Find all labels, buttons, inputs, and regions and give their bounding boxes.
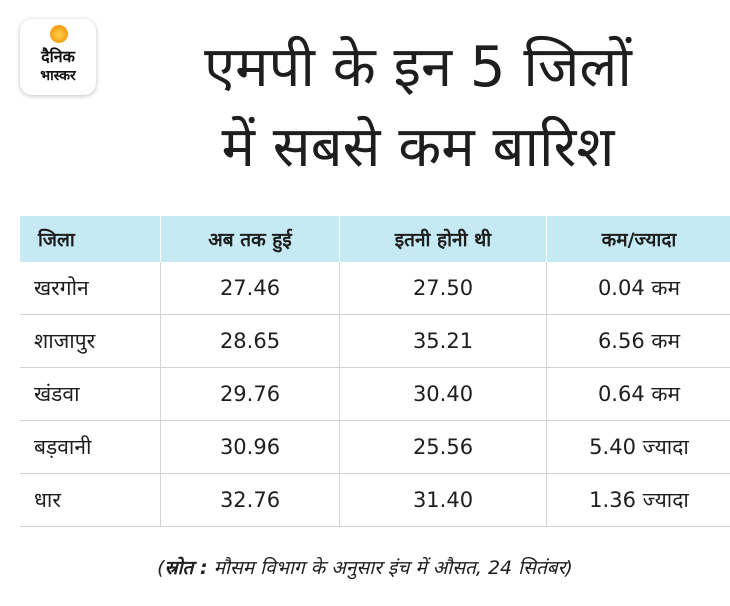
column-header-expected-rainfall: इतनी होनी थी bbox=[339, 216, 547, 262]
expected-rainfall-cell: 25.56 bbox=[339, 420, 547, 474]
rainfall-so-far-cell: 28.65 bbox=[160, 314, 340, 368]
district-cell: धार bbox=[20, 473, 161, 527]
column-header-district: जिला bbox=[20, 216, 161, 262]
table-row: धार 32.76 31.40 1.36 ज्यादा bbox=[20, 473, 730, 527]
column-header-difference: कम/ज्यादा bbox=[546, 216, 730, 262]
source-text: मौसम विभाग के अनुसार इंच में औसत, 24 सित… bbox=[213, 557, 566, 579]
district-cell: खंडवा bbox=[20, 367, 161, 421]
source-note: (स्रोत : मौसम विभाग के अनुसार इंच में औस… bbox=[157, 557, 573, 579]
source-label: स्रोत : bbox=[164, 557, 208, 579]
rainfall-so-far-cell: 32.76 bbox=[160, 473, 340, 527]
difference-cell: 1.36 ज्यादा bbox=[546, 473, 730, 527]
expected-rainfall-cell: 27.50 bbox=[339, 262, 547, 315]
difference-cell: 5.40 ज्यादा bbox=[546, 420, 730, 474]
expected-rainfall-cell: 35.21 bbox=[339, 314, 547, 368]
rainfall-so-far-cell: 29.76 bbox=[160, 367, 340, 421]
district-cell: खरगोन bbox=[20, 262, 161, 315]
headline: एमपी के इन 5 जिलों में सबसे कम बारिश bbox=[118, 28, 718, 188]
difference-cell: 0.64 कम bbox=[546, 367, 730, 421]
table-row: खरगोन 27.46 27.50 0.04 कम bbox=[20, 262, 730, 315]
headline-line-2: में सबसे कम बारिश bbox=[221, 115, 615, 180]
column-header-rainfall-so-far: अब तक हुई bbox=[160, 216, 340, 262]
table-row: शाजापुर 28.65 35.21 6.56 कम bbox=[20, 314, 730, 368]
table-row: बड़वानी 30.96 25.56 5.40 ज्यादा bbox=[20, 420, 730, 474]
table-header-row: जिला अब तक हुई इतनी होनी थी कम/ज्यादा bbox=[20, 216, 730, 262]
expected-rainfall-cell: 31.40 bbox=[339, 473, 547, 527]
rainfall-so-far-cell: 27.46 bbox=[160, 262, 340, 315]
expected-rainfall-cell: 30.40 bbox=[339, 367, 547, 421]
district-cell: शाजापुर bbox=[20, 314, 161, 368]
logo-line-2: भास्कर bbox=[40, 68, 76, 84]
dainik-bhaskar-logo: दैनिक भास्कर bbox=[20, 19, 96, 95]
rainfall-table: जिला अब तक हुई इतनी होनी थी कम/ज्यादा खर… bbox=[20, 216, 730, 527]
logo-line-1: दैनिक bbox=[41, 47, 75, 66]
district-cell: बड़वानी bbox=[20, 420, 161, 474]
sun-icon bbox=[50, 25, 68, 43]
difference-cell: 0.04 कम bbox=[546, 262, 730, 315]
headline-line-1: एमपी के इन 5 जिलों bbox=[204, 35, 632, 100]
table-row: खंडवा 29.76 30.40 0.64 कम bbox=[20, 367, 730, 421]
rainfall-so-far-cell: 30.96 bbox=[160, 420, 340, 474]
difference-cell: 6.56 कम bbox=[546, 314, 730, 368]
